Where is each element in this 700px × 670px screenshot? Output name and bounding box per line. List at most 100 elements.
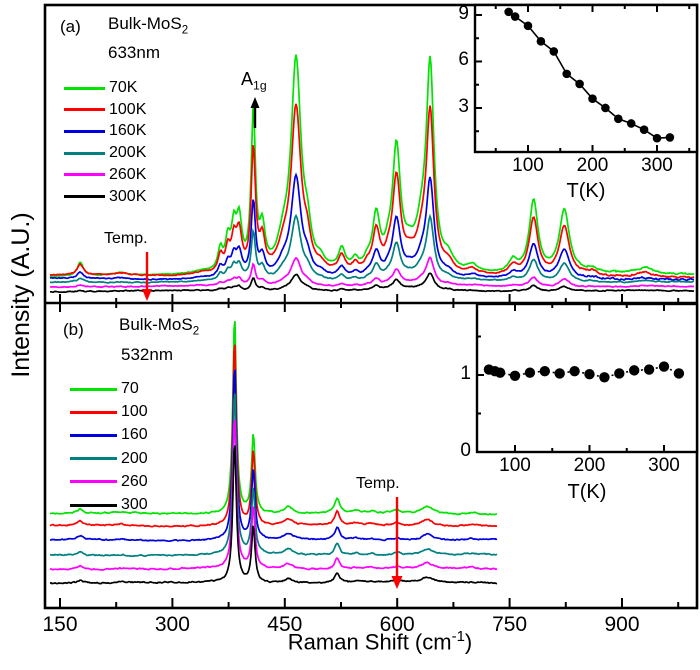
inset_a-point — [601, 103, 610, 113]
tick-label: 1 — [460, 363, 471, 384]
inset_b-point — [599, 372, 610, 383]
legend-item-260K: 260K — [64, 166, 146, 184]
legend-label: 70K — [109, 79, 138, 96]
panel-b-tag: (b) — [63, 320, 84, 339]
x-axis-title-sup: -1 — [451, 628, 465, 645]
legend-item-300: 300 — [70, 496, 148, 514]
legend-item-260: 260 — [70, 473, 148, 491]
legend-swatch — [64, 173, 105, 177]
x-axis-title-close: ) — [464, 629, 473, 655]
legend-swatch — [70, 457, 117, 461]
panel-b-title-text: Bulk-MoS — [119, 315, 193, 334]
legend-swatch — [64, 108, 105, 112]
inset_a-point — [575, 79, 584, 89]
panel-b-title: Bulk-MoS2 — [119, 316, 199, 338]
legend-label: 160K — [109, 122, 147, 140]
inset_b-point — [494, 367, 506, 378]
legend-swatch — [64, 129, 105, 133]
a1g-mode-label-sub: 1g — [253, 78, 267, 93]
legend-swatch — [70, 480, 117, 484]
tick-label: 300 — [641, 155, 673, 176]
legend-swatch — [64, 86, 105, 90]
legend-swatch — [70, 410, 117, 414]
panel-b-temp-label: Temp. — [356, 475, 400, 492]
spectrum-panel_a_spectra-160K — [49, 172, 695, 282]
legend-label: 100 — [121, 403, 148, 421]
tick-label: 450 — [267, 613, 303, 636]
x-axis-title: Raman Shift (cm-1) — [230, 628, 530, 655]
legend-label: 260 — [121, 472, 148, 490]
spectrum-panel_b_spectra-260 — [49, 419, 498, 571]
legend-label: 100K — [109, 100, 147, 118]
a1g-mode-label-text: A — [241, 69, 254, 89]
inset_a-point — [523, 21, 533, 31]
tick-label: 100 — [512, 155, 544, 176]
inset_a-point — [536, 37, 546, 46]
tick-label: 300 — [154, 613, 190, 636]
inset_a-point — [549, 47, 559, 56]
inset_b-point — [643, 364, 655, 375]
spectrum-panel_b_spectra-300 — [49, 445, 498, 585]
legend-item-100: 100 — [70, 403, 148, 421]
legend-item-160K: 160K — [64, 122, 146, 140]
panel-a-tag: (a) — [60, 17, 81, 36]
spectrum-panel_a_spectra-260K — [49, 256, 695, 289]
arrow-head — [142, 289, 152, 301]
inset_a-point — [639, 125, 649, 134]
tick-label: 3 — [458, 95, 469, 117]
panel-a-title: Bulk-MoS2 — [108, 15, 188, 37]
spectrum-panel_a_spectra-200K — [49, 213, 695, 284]
tick-label: 750 — [492, 613, 528, 636]
inset-b-xlabel: T(K) — [567, 481, 607, 503]
inset_b-point — [569, 365, 580, 377]
inset_a-point — [504, 7, 513, 17]
inset-a-xlabel: T(K) — [566, 180, 606, 202]
tick-label: 6 — [458, 49, 469, 71]
spectrum-panel_b_spectra-100 — [49, 344, 498, 528]
panel-a-title-sub: 2 — [181, 24, 189, 37]
spectrum-panel_a_spectra-100K — [49, 103, 695, 279]
inset_a-point — [665, 133, 675, 142]
inset_b-point — [614, 368, 625, 379]
panel-b-title-sub: 2 — [192, 325, 200, 338]
legend-swatch — [64, 195, 105, 198]
spectrum-panel_b_spectra-70 — [49, 320, 498, 516]
a1g-mode-label: A1g — [241, 70, 267, 92]
inset_b-point — [584, 369, 595, 380]
y-axis-title: Intensity (A.U.) — [7, 212, 35, 378]
tick-label: 900 — [604, 613, 640, 636]
spectrum-panel_b_spectra-160 — [49, 369, 498, 543]
tick-label: 600 — [379, 613, 415, 636]
legend-label: 70 — [121, 380, 139, 397]
legend-label: 260K — [109, 165, 147, 183]
spectrum-panel_b_spectra-200 — [49, 393, 498, 558]
inset_b-point — [539, 365, 550, 377]
tick-label: 200 — [573, 455, 606, 476]
inset_a-box — [473, 3, 699, 154]
inset_b-point — [658, 361, 670, 372]
x-axis-title-text: Raman Shift (cm — [287, 629, 452, 655]
tick-label: 0 — [460, 440, 471, 461]
tick-label: 300 — [648, 455, 680, 476]
legend-label: 200K — [109, 144, 147, 162]
tick-label: 100 — [499, 455, 531, 476]
inset_a-point — [626, 119, 636, 128]
legend-swatch — [70, 387, 117, 391]
inset_b-point — [629, 365, 640, 376]
legend-swatch — [70, 503, 117, 507]
arrow-head — [391, 576, 403, 589]
legend-item-100K: 100K — [64, 101, 146, 119]
legend-item-70K: 70K — [64, 79, 137, 97]
legend-label: 160 — [121, 426, 148, 444]
legend-label: 200 — [121, 449, 148, 467]
inset_a-point — [614, 114, 623, 124]
arrow-head — [250, 97, 260, 108]
inset_b-point — [554, 368, 565, 379]
panel-a-title-text: Bulk-MoS — [108, 14, 182, 33]
inset_a-point — [510, 12, 520, 21]
inset_a-point — [562, 69, 571, 79]
legend-item-160: 160 — [70, 426, 148, 444]
tick-label: 150 — [42, 613, 78, 636]
